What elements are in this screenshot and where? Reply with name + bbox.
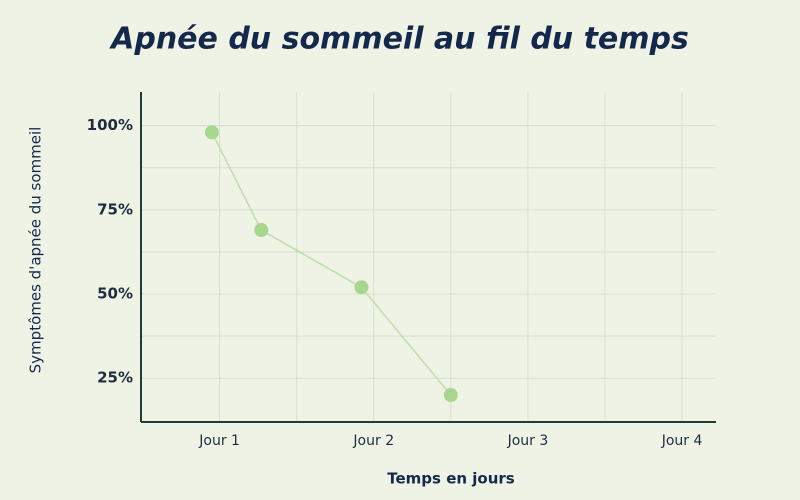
x-tick-label: Jour 1 xyxy=(198,433,240,449)
y-tick-label: 25% xyxy=(97,369,133,387)
y-tick-label: 50% xyxy=(97,285,133,303)
y-tick-label: 100% xyxy=(87,116,133,134)
data-point xyxy=(204,125,219,140)
y-tick-label: 75% xyxy=(97,200,133,218)
chart-title: Apnée du sommeil au fil du temps xyxy=(109,22,689,57)
series-line xyxy=(211,132,452,396)
x-tick-label: Jour 2 xyxy=(352,433,394,449)
data-point xyxy=(354,280,369,295)
y-axis-label: Symptômes d'apnée du sommeil xyxy=(27,127,45,374)
x-tick-label: Jour 3 xyxy=(507,433,549,449)
plot-area: 25% 50% 75% 100% Jour 1 Jour 2 Jour 3 Jour 4 xyxy=(87,92,716,449)
x-tick-label: Jour 4 xyxy=(661,433,703,449)
data-point xyxy=(254,223,269,238)
data-point xyxy=(443,388,458,403)
x-axis-label: Temps en jours xyxy=(387,470,515,488)
